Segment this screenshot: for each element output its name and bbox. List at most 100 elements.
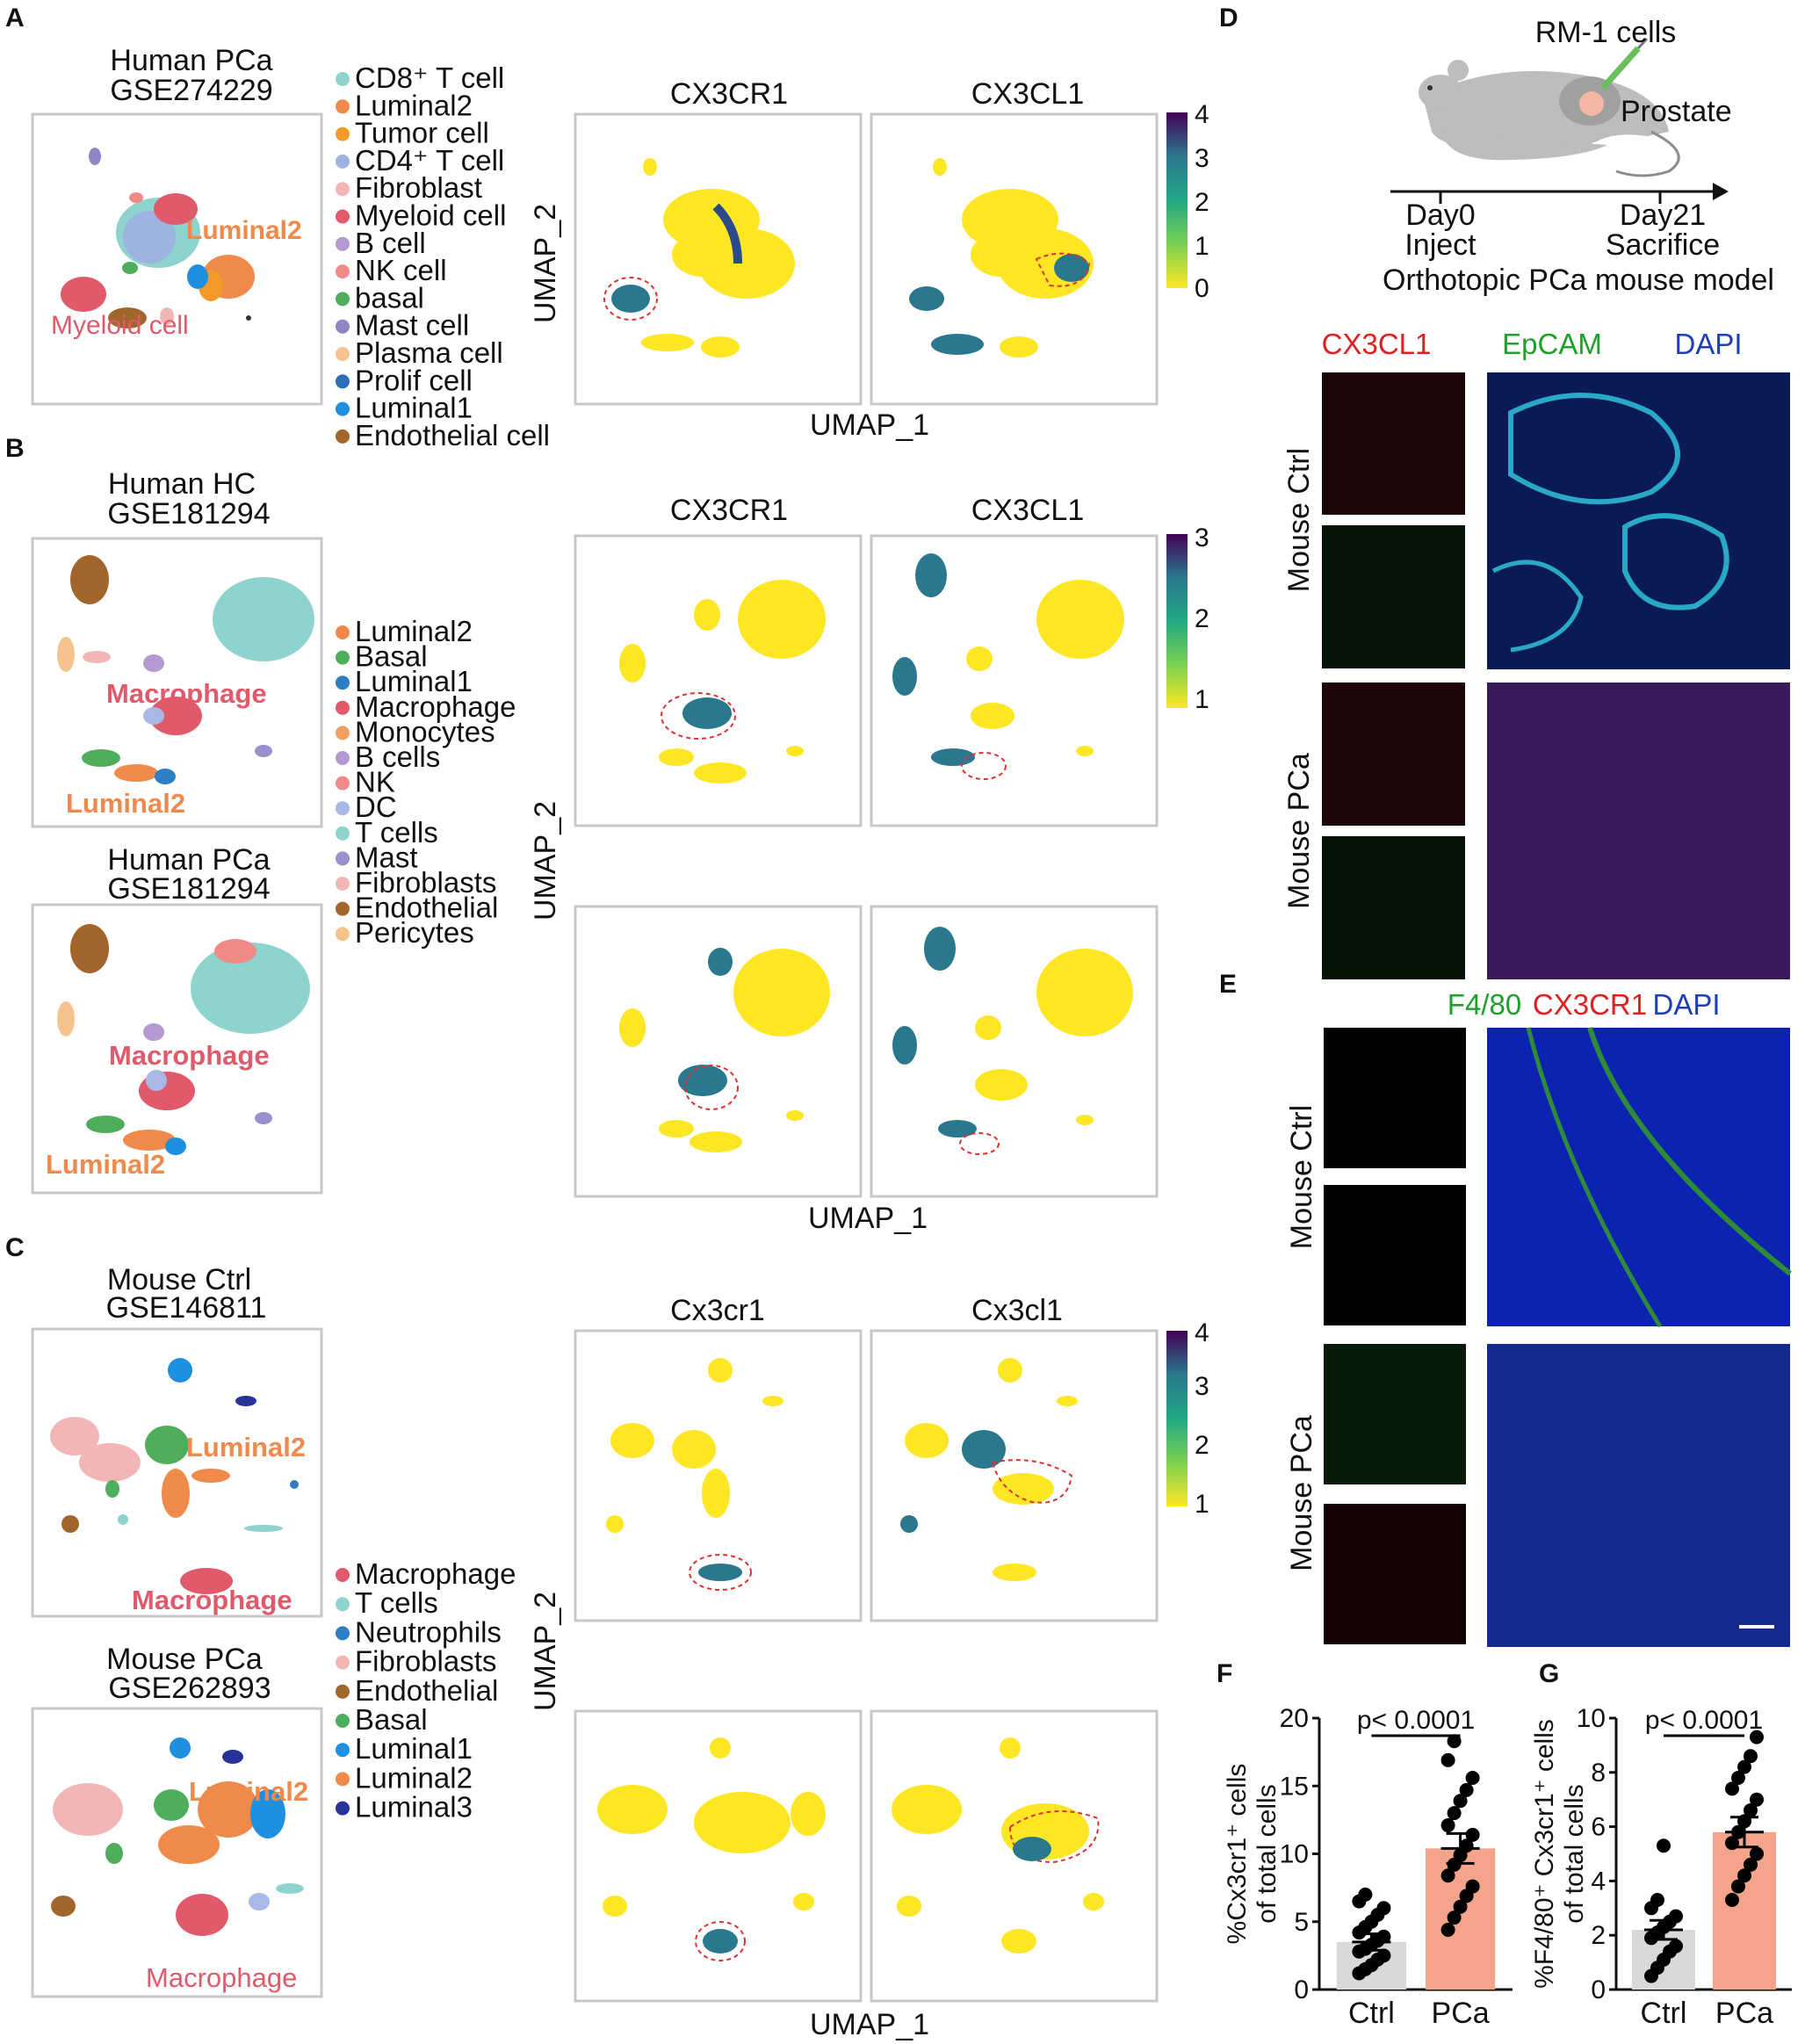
gene-c-cx3cr1: Cx3cr1 (670, 1294, 765, 1327)
legend-dot (336, 927, 350, 942)
legend-dot (336, 851, 350, 866)
panel-label-g: G (1539, 1659, 1559, 1688)
myeloid-label-a: Myeloid cell (51, 311, 189, 340)
y-tick-label: 15 (1280, 1772, 1309, 1801)
y-tick-label: 10 (1577, 1704, 1606, 1733)
colorbar-b-tick: 1 (1195, 685, 1209, 714)
legend-label: Luminal2 (355, 89, 473, 121)
data-point (1453, 1794, 1468, 1809)
panel-b-pca-title: Human PCa (107, 843, 270, 877)
bar-chart-f: 0 5 10 15 20 Ctrl PCa p< 0.0001 %Cx3cr1⁺ cells of… (1223, 1704, 1513, 2030)
legend-label: Endothelial cell (355, 419, 550, 451)
data-point (1465, 1770, 1480, 1785)
colorbar-b: 3 2 1 (1166, 524, 1209, 714)
micrograph-e-pca (1324, 1344, 1790, 1647)
legend-label: Mast cell (355, 309, 469, 342)
colorbar-a-tick: 2 (1195, 188, 1209, 217)
y-tick-label: 0 (1294, 1975, 1309, 2004)
luminal2-label-b-pca: Luminal2 (46, 1149, 165, 1180)
y-tick-label: 5 (1294, 1908, 1309, 1937)
legend-dot (336, 1568, 350, 1582)
umap2-label-a: UMAP_2 (529, 204, 562, 323)
micrograph-d-ctrl (1322, 372, 1790, 669)
y-tick-label: 4 (1591, 1867, 1606, 1896)
umap-cluster-plot-c-pca: Luminal2 Macrophage (31, 1707, 323, 1998)
legend-label: Fibroblast (355, 171, 482, 204)
legend-dot (336, 264, 350, 279)
legend-label: NK (355, 766, 395, 798)
legend-dot (336, 319, 350, 334)
x-tick-label: PCa (1715, 1997, 1773, 2030)
gene-a-cx3cr1: CX3CR1 (670, 77, 788, 111)
day21-label: Day21 (1620, 199, 1706, 232)
model-label: Orthotopic PCa mouse model (1383, 264, 1774, 297)
luminal2-label-a: Luminal2 (186, 216, 302, 245)
data-point (1440, 1818, 1455, 1833)
legend-dot (336, 877, 350, 891)
legend-label: Macrophage (355, 690, 516, 723)
legend-label: Basal (355, 640, 428, 673)
legend-dot (336, 154, 350, 169)
legend-label: Fibroblasts (355, 866, 496, 899)
data-point (1744, 1749, 1758, 1764)
umap-feature-c-ctrl-cx3cr1 (574, 1329, 863, 1622)
legend-label: B cells (355, 740, 440, 773)
legend-dot (336, 675, 350, 690)
y-tick-label: 2 (1591, 1921, 1606, 1950)
gene-b-cx3cl1: CX3CL1 (971, 494, 1085, 527)
stain-f480-label: F4/80 (1448, 988, 1521, 1021)
p-value: p< 0.0001 (1357, 1706, 1475, 1735)
legend-label: basal (355, 281, 424, 314)
umap1-label-b: UMAP_1 (808, 1202, 928, 1235)
macrophage-label-c-ctrl: Macrophage (132, 1585, 292, 1615)
legend-label: Myeloid cell (355, 199, 506, 232)
macrophage-label-b-hc: Macrophage (106, 678, 267, 709)
legend-dot (336, 182, 350, 197)
micrograph-e-ctrl (1324, 1027, 1792, 1328)
macrophage-label-b-pca: Macrophage (109, 1040, 270, 1071)
umap-feature-c-pca-cx3cr1 (574, 1709, 863, 2003)
legend-dot (336, 99, 350, 114)
x-tick-label: Ctrl (1641, 1997, 1687, 2030)
y-axis-label: of total cells (1560, 1784, 1589, 1923)
data-point (1376, 1948, 1391, 1963)
legend-label: Prolif cell (355, 364, 473, 396)
data-point (1465, 1827, 1480, 1842)
legend-label: Macrophage (355, 1557, 516, 1590)
umap-cluster-plot-b-pca: Macrophage Luminal2 (31, 903, 323, 1195)
legend-dot (336, 776, 350, 791)
panel-b-hc-dataset: GSE181294 (107, 497, 270, 531)
colorbar-a-tick: 3 (1195, 144, 1209, 173)
umap-feature-a-cx3cr1 (574, 112, 863, 406)
data-point (1744, 1803, 1758, 1818)
legend-dot (336, 292, 350, 307)
legend-dot (336, 1772, 350, 1787)
legend-label: Endothelial (355, 1674, 498, 1707)
mouse-pca-row-label-e: Mouse PCa (1285, 1415, 1318, 1571)
bar-chart-g: 0 2 4 6 8 10 Ctrl PCa p< 0.0001 %F4/80⁺ Cx3cr1⁺ c… (1530, 1704, 1792, 2030)
data-point (1465, 1879, 1480, 1894)
legend-label: Luminal1 (355, 665, 473, 697)
legend-dot (336, 826, 350, 841)
umap-cluster-plot-b-hc: Macrophage Luminal2 (31, 537, 323, 828)
stain-epcam-label: EpCAM (1502, 328, 1602, 360)
data-point (1440, 1868, 1455, 1883)
legend-label: Luminal2 (355, 615, 473, 647)
y-tick-label: 20 (1280, 1704, 1309, 1733)
macrophage-label-c-pca: Macrophage (146, 1962, 297, 1993)
legend-dot (336, 1597, 350, 1612)
legend-dot (336, 1655, 350, 1670)
data-point (1731, 1770, 1745, 1785)
legend-label: Basal (355, 1703, 428, 1736)
legend-dot (336, 1626, 350, 1641)
stain-cx3cl1-label: CX3CL1 (1322, 328, 1432, 360)
data-point (1459, 1782, 1474, 1797)
panel-b-hc-title: Human HC (108, 467, 256, 501)
data-point (1650, 1893, 1664, 1908)
colorbar-a-tick: 1 (1195, 232, 1209, 261)
colorbar-c-tick: 1 (1195, 1490, 1209, 1519)
legend-label: Luminal1 (355, 392, 473, 424)
mouse-model-schematic: RM-1 cells Prostate Day0 Inject Day21 Sa… (1383, 16, 1774, 297)
